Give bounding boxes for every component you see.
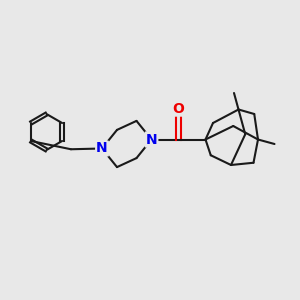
Text: O: O xyxy=(172,102,184,116)
Text: N: N xyxy=(146,133,157,146)
Text: N: N xyxy=(96,142,108,155)
